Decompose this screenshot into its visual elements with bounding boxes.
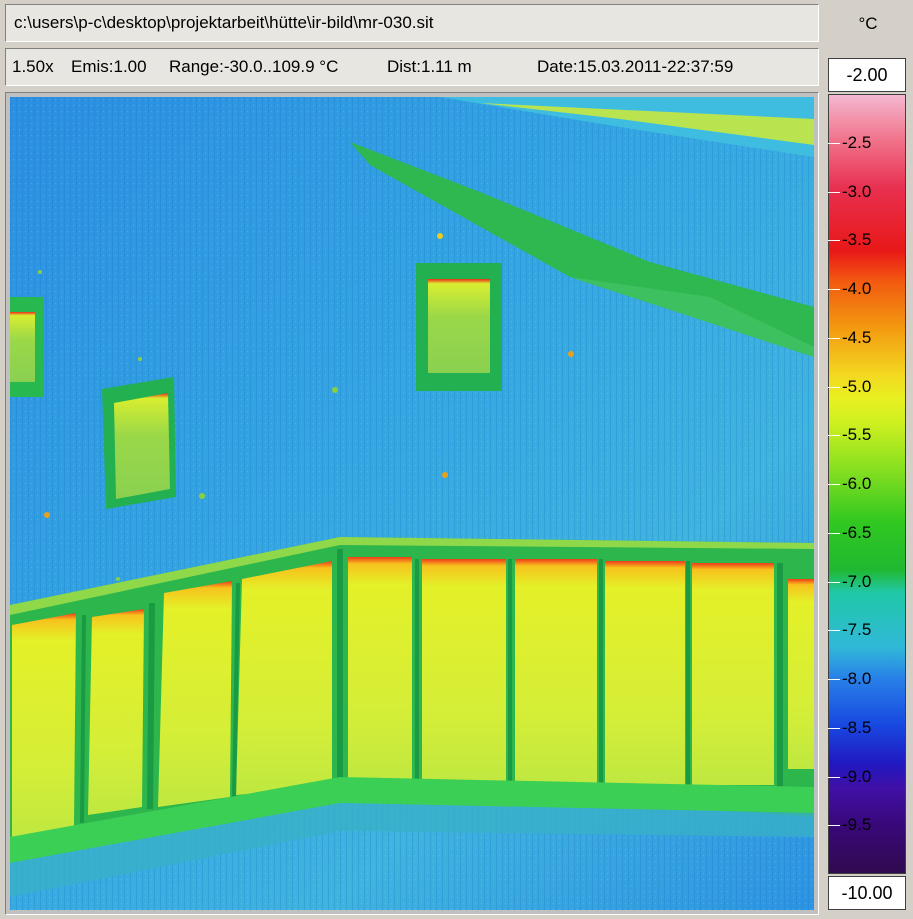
scale-min-input[interactable]: -10.00 (828, 876, 906, 910)
warm-spot (568, 351, 574, 357)
warm-spot (199, 493, 205, 499)
scale-max-input[interactable]: -2.00 (828, 58, 906, 92)
glass-pane (692, 563, 774, 785)
mullion (80, 614, 86, 824)
scale-tick-label: -3.0 (842, 182, 872, 201)
roof-soffit (440, 97, 814, 157)
scale-tick-mark (828, 777, 840, 778)
scale-tick-label: -4.0 (842, 279, 872, 298)
thermal-image (10, 97, 814, 910)
scale-tick-label: -5.5 (842, 425, 872, 444)
glass-pane (605, 561, 685, 785)
file-path-text: c:\users\p-c\desktop\projektarbeit\hütte… (14, 13, 434, 32)
scale-tick-mark (828, 582, 840, 583)
scale-tick-mark (828, 338, 840, 339)
window-left-glass (114, 393, 170, 499)
scale-tick-mark (828, 240, 840, 241)
scale-tick-label: -3.5 (842, 230, 872, 249)
scale-tick-label: -8.0 (842, 669, 872, 688)
scale-tick-mark (828, 143, 840, 144)
mullion (147, 602, 155, 810)
scale-tick-label: -9.0 (842, 767, 872, 786)
color-scale-bar (828, 94, 906, 874)
scale-tick-mark (828, 289, 840, 290)
warm-spot (44, 512, 50, 518)
window-center-glass (428, 279, 490, 373)
glass-pane (158, 581, 232, 807)
date-value: Date:15.03.2011-22:37:59 (537, 57, 734, 76)
glass-pane (788, 579, 814, 769)
sill-shadow (10, 803, 814, 897)
info-bar: 1.50x Emis:1.00 Range:-30.0..109.9 °C Di… (5, 48, 819, 86)
roof-edge-warm (480, 103, 814, 145)
scale-tick-mark (828, 630, 840, 631)
scale-tick-mark (828, 192, 840, 193)
warm-spot (138, 357, 142, 361)
scale-tick-label: -6.0 (842, 474, 872, 493)
scale-tick-mark (828, 825, 840, 826)
warm-spot (332, 387, 338, 393)
scale-tick-mark (828, 435, 840, 436)
scale-tick-mark (828, 484, 840, 485)
warm-spot (38, 270, 42, 274)
glass-pane (348, 557, 412, 783)
window-band-top-edge (10, 537, 814, 615)
scale-tick-label: -6.5 (842, 523, 872, 542)
glass-pane (88, 609, 144, 815)
scale-unit-label: °C (858, 14, 878, 33)
left-window-glass (10, 312, 35, 382)
emissivity-value: Emis:1.00 (71, 57, 147, 76)
zoom-value: 1.50x (12, 57, 54, 76)
glass-pane (236, 561, 332, 795)
scale-tick-mark (828, 533, 840, 534)
scale-tick-label: -4.5 (842, 328, 872, 347)
thermal-image-view[interactable] (5, 92, 819, 915)
window-sill (10, 777, 814, 863)
scale-tick-label: -5.0 (842, 377, 872, 396)
scale-tick-label: -8.5 (842, 718, 872, 737)
distance-value: Dist:1.11 m (387, 57, 472, 76)
scale-tick-mark (828, 679, 840, 680)
glass-pane (515, 559, 597, 785)
warm-spot (442, 472, 448, 478)
scale-tick-label: -7.5 (842, 620, 872, 639)
warm-spot (437, 233, 443, 239)
file-path-bar: c:\users\p-c\desktop\projektarbeit\hütte… (5, 4, 819, 42)
scale-tick-mark (828, 387, 840, 388)
glass-pane (12, 613, 76, 839)
glass-pane (422, 559, 506, 785)
eave-lower-edge (570, 277, 814, 357)
range-value: Range:-30.0..109.9 °C (169, 57, 339, 76)
scale-tick-mark (828, 728, 840, 729)
scale-tick-label: -9.5 (842, 815, 872, 834)
warm-spot (116, 577, 120, 581)
scale-tick-label: -2.5 (842, 133, 872, 152)
mullion (232, 582, 240, 798)
scale-tick-label: -7.0 (842, 572, 872, 591)
